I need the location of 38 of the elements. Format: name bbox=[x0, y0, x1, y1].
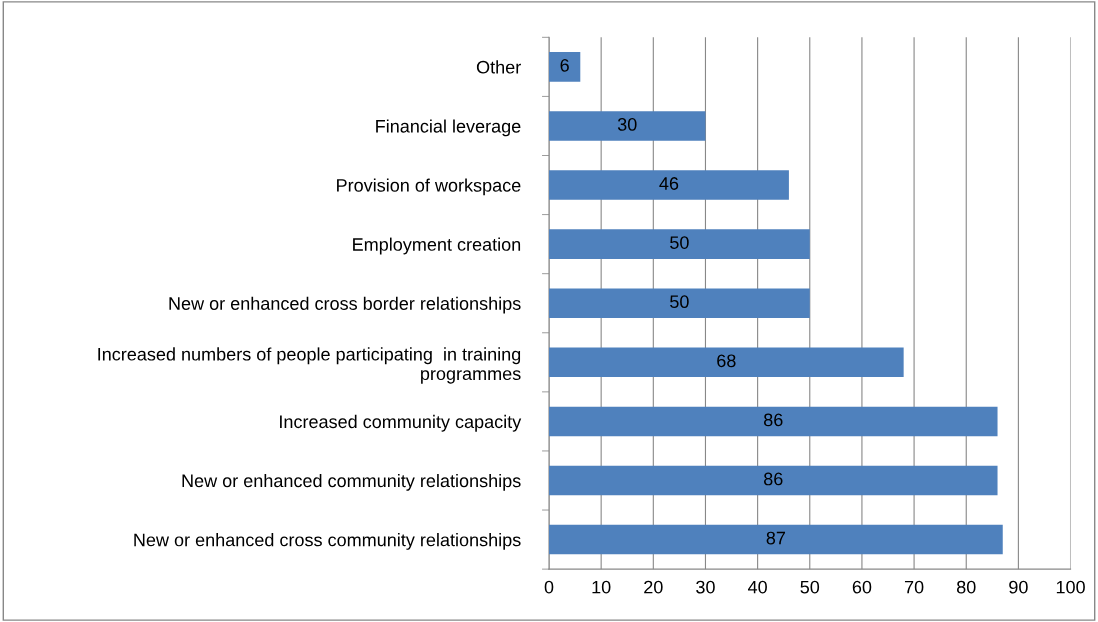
x-tick-label: 40 bbox=[747, 580, 767, 594]
bar bbox=[549, 170, 789, 200]
y-tick-label: New or enhanced cross border relationships bbox=[169, 296, 521, 314]
y-tick-label: Financial leverage bbox=[376, 119, 521, 137]
y-tick-label: New or enhanced cross community relationships bbox=[134, 533, 521, 550]
y-tick-label: Provision of workspace bbox=[337, 178, 521, 196]
y-tick-label: New or enhanced community relationships bbox=[182, 473, 521, 491]
x-tick-label: 100 bbox=[1056, 580, 1085, 594]
bar bbox=[549, 288, 810, 318]
x-tick-label: 10 bbox=[592, 580, 611, 594]
y-tick-label: Increased numbers of people participating in training programmes bbox=[98, 347, 521, 384]
data-label: 86 bbox=[764, 413, 783, 427]
data-label: 50 bbox=[670, 295, 689, 309]
bar bbox=[549, 229, 810, 259]
bar bbox=[549, 465, 998, 496]
data-label: 68 bbox=[717, 354, 736, 368]
bar bbox=[549, 111, 706, 141]
x-tick-label: 20 bbox=[644, 580, 663, 594]
bar bbox=[549, 524, 1003, 555]
data-label: 46 bbox=[659, 177, 679, 190]
bar bbox=[549, 406, 998, 437]
y-tick-label: Employment creation bbox=[353, 237, 521, 255]
x-tick-label: 0 bbox=[544, 580, 554, 594]
x-tick-label: 80 bbox=[956, 580, 976, 594]
data-label: 50 bbox=[670, 236, 689, 249]
x-tick-label: 30 bbox=[696, 580, 715, 594]
x-tick-label: 60 bbox=[852, 580, 872, 594]
x-tick-label: 70 bbox=[904, 580, 924, 594]
data-label: 30 bbox=[617, 118, 637, 131]
bar bbox=[549, 347, 904, 378]
data-label: 87 bbox=[766, 531, 786, 545]
y-tick-label: Increased community capacity bbox=[280, 414, 522, 432]
data-label: 86 bbox=[764, 472, 783, 486]
x-tick-label: 50 bbox=[800, 580, 820, 594]
y-tick-label: Other bbox=[476, 60, 521, 74]
bar bbox=[549, 52, 581, 82]
x-tick-label: 90 bbox=[1009, 580, 1028, 594]
data-label: 6 bbox=[560, 58, 569, 72]
